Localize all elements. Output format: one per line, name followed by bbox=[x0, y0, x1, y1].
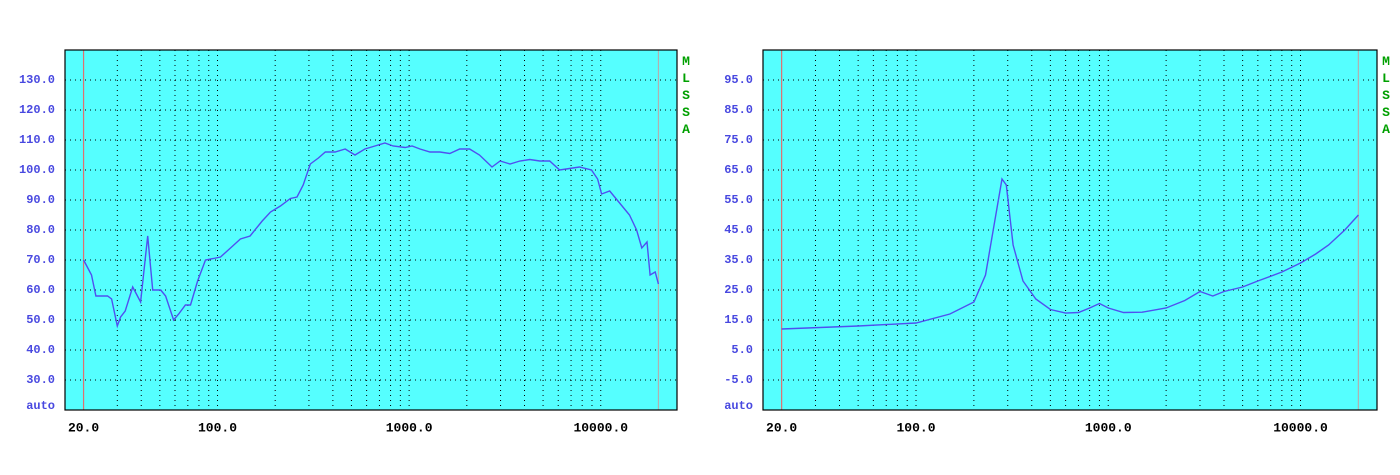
y-tick-label: 70.0 bbox=[26, 253, 55, 267]
x-tick-label: 1000.0 bbox=[1085, 420, 1132, 435]
y-tick-label: 130.0 bbox=[19, 73, 55, 87]
y-tick-label: 100.0 bbox=[19, 163, 55, 177]
y-tick-label: 80.0 bbox=[26, 223, 55, 237]
auto-label: auto bbox=[724, 399, 753, 413]
y-tick-label: 55.0 bbox=[724, 193, 753, 207]
y-tick-label: 95.0 bbox=[724, 73, 753, 87]
y-tick-label: 65.0 bbox=[724, 163, 753, 177]
x-tick-label: 10000.0 bbox=[1273, 420, 1328, 435]
x-tick-label: 1000.0 bbox=[386, 420, 433, 435]
y-tick-label: 15.0 bbox=[724, 313, 753, 327]
x-tick-label: 10000.0 bbox=[573, 420, 628, 435]
y-tick-label: 110.0 bbox=[19, 133, 55, 147]
y-tick-label: 45.0 bbox=[724, 223, 753, 237]
y-tick-label: 40.0 bbox=[26, 343, 55, 357]
x-tick-label: 100.0 bbox=[896, 420, 935, 435]
y-tick-label: 90.0 bbox=[26, 193, 55, 207]
curve bbox=[82, 142, 660, 329]
y-tick-label: 25.0 bbox=[724, 283, 753, 297]
y-tick-label: 120.0 bbox=[19, 103, 55, 117]
y-tick-label: -5.0 bbox=[724, 373, 753, 387]
y-tick-label: 75.0 bbox=[724, 133, 753, 147]
y-tick-label: 50.0 bbox=[26, 313, 55, 327]
plot-area bbox=[763, 50, 1377, 410]
plot-border bbox=[762, 49, 1378, 411]
auto-label: auto bbox=[26, 399, 55, 413]
plot-border bbox=[64, 49, 678, 411]
side-label: MLSSA bbox=[679, 54, 694, 139]
y-tick-label: 60.0 bbox=[26, 283, 55, 297]
x-tick-label: 20.0 bbox=[68, 420, 99, 435]
y-tick-label: 35.0 bbox=[724, 253, 753, 267]
x-tick-label: 20.0 bbox=[766, 420, 797, 435]
y-tick-label: 5.0 bbox=[731, 343, 753, 357]
y-tick-label: 30.0 bbox=[26, 373, 55, 387]
x-tick-label: 100.0 bbox=[198, 420, 237, 435]
curve bbox=[781, 177, 1359, 330]
y-tick-label: 85.0 bbox=[724, 103, 753, 117]
side-label: MLSSA bbox=[1379, 54, 1394, 139]
